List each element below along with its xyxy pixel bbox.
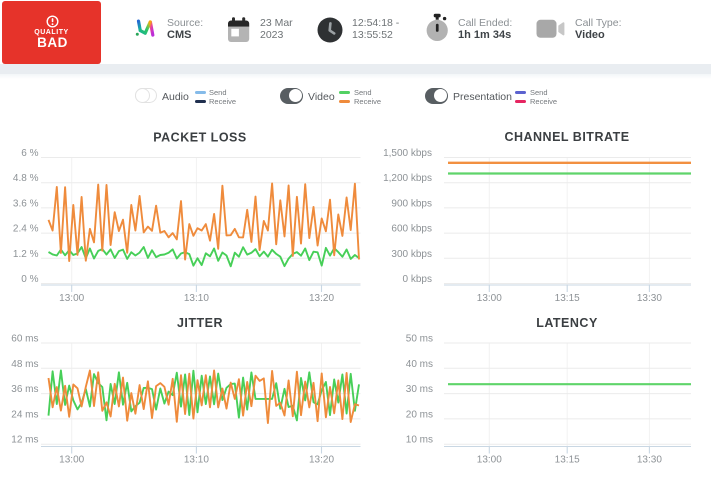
svg-text:13:10: 13:10	[184, 293, 209, 304]
svg-text:60 ms: 60 ms	[11, 334, 38, 345]
svg-text:0 %: 0 %	[21, 274, 38, 285]
svg-text:1,200 kbps: 1,200 kbps	[383, 173, 432, 184]
svg-text:40 ms: 40 ms	[406, 359, 433, 370]
svg-text:12 ms: 12 ms	[11, 435, 38, 446]
svg-text:13:30: 13:30	[637, 455, 662, 466]
svg-text:300 kbps: 300 kbps	[391, 249, 432, 260]
svg-text:600 kbps: 600 kbps	[391, 224, 432, 235]
svg-text:LATENCY: LATENCY	[536, 316, 598, 330]
svg-text:13:00: 13:00	[59, 293, 84, 304]
svg-text:13:00: 13:00	[477, 455, 502, 466]
svg-text:CHANNEL BITRATE: CHANNEL BITRATE	[504, 130, 629, 144]
svg-text:900 kbps: 900 kbps	[391, 198, 432, 209]
svg-text:13:15: 13:15	[555, 455, 580, 466]
svg-text:4.8 %: 4.8 %	[13, 173, 39, 184]
svg-text:13:00: 13:00	[59, 455, 84, 466]
svg-text:JITTER: JITTER	[177, 316, 223, 330]
svg-text:36 ms: 36 ms	[11, 384, 38, 395]
svg-text:1.2 %: 1.2 %	[13, 249, 39, 260]
svg-text:13:30: 13:30	[637, 293, 662, 304]
svg-text:PACKET LOSS: PACKET LOSS	[153, 131, 246, 145]
svg-text:3.6 %: 3.6 %	[13, 198, 39, 209]
svg-text:13:10: 13:10	[184, 455, 209, 466]
svg-text:13:20: 13:20	[309, 293, 334, 304]
svg-text:10 ms: 10 ms	[406, 435, 433, 446]
svg-text:6 %: 6 %	[21, 148, 38, 159]
svg-text:20 ms: 20 ms	[406, 409, 433, 420]
svg-text:50 ms: 50 ms	[406, 334, 433, 345]
svg-text:1,500 kbps: 1,500 kbps	[383, 148, 432, 159]
svg-text:0 kbps: 0 kbps	[403, 274, 432, 285]
svg-text:30 ms: 30 ms	[406, 384, 433, 395]
svg-text:2.4 %: 2.4 %	[13, 224, 39, 235]
svg-text:48 ms: 48 ms	[11, 359, 38, 370]
svg-text:13:20: 13:20	[309, 455, 334, 466]
svg-text:13:15: 13:15	[555, 293, 580, 304]
svg-text:24 ms: 24 ms	[11, 409, 38, 420]
svg-text:13:00: 13:00	[477, 293, 502, 304]
